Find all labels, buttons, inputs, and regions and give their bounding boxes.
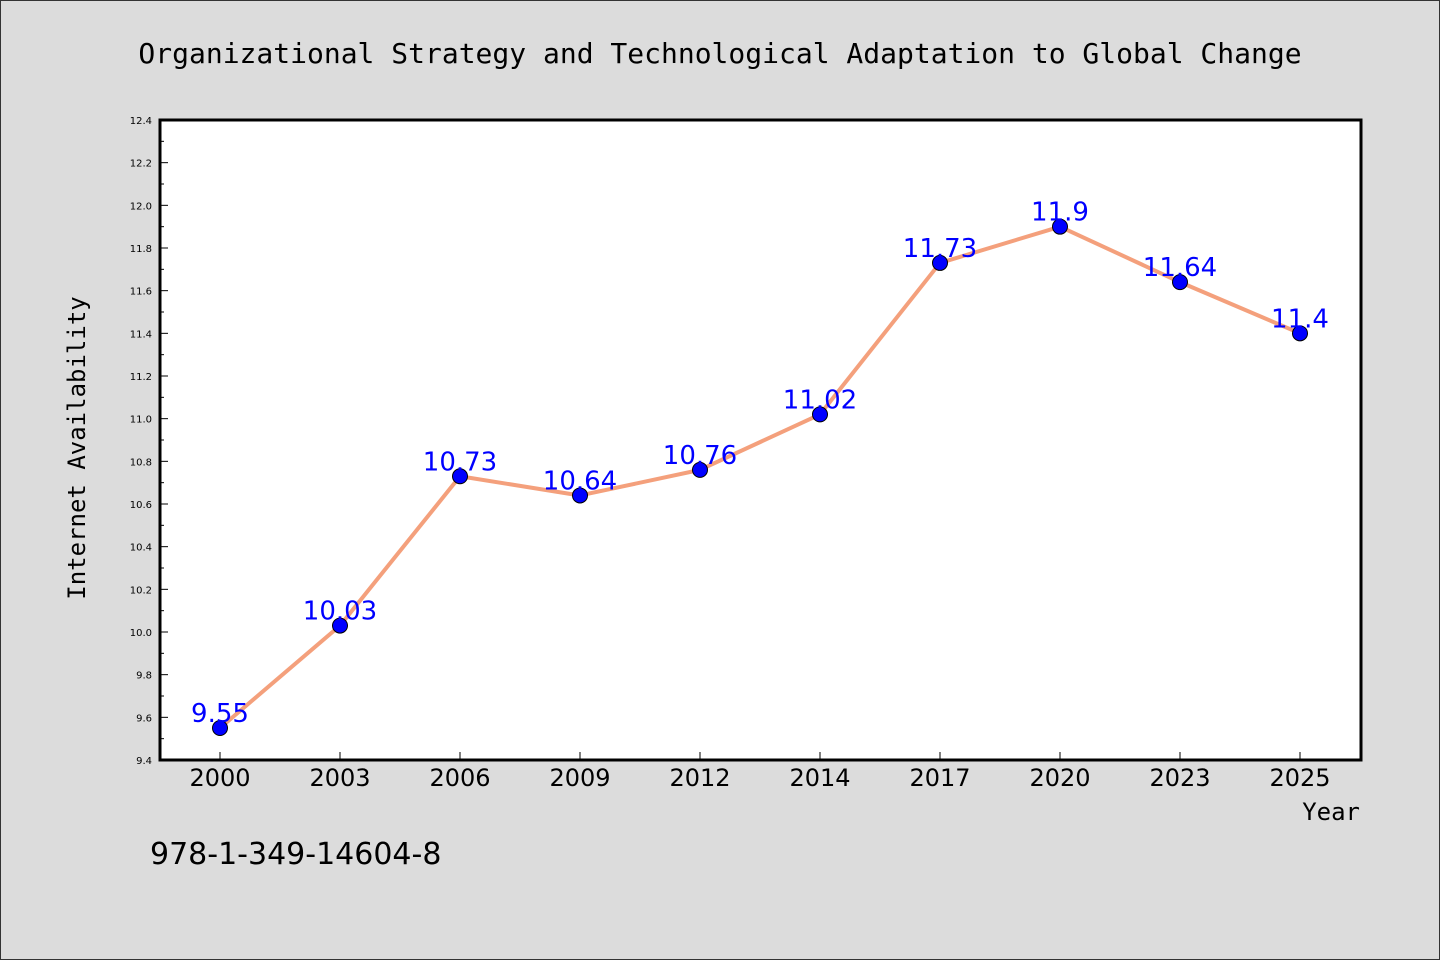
x-tick-label: 2003 bbox=[309, 764, 370, 792]
y-tick-label: 11.8 bbox=[130, 244, 152, 255]
x-tick-label: 2012 bbox=[669, 764, 730, 792]
data-label: 10.73 bbox=[423, 447, 497, 477]
data-label: 11.9 bbox=[1031, 198, 1089, 228]
data-label: 10.76 bbox=[663, 441, 737, 471]
data-point bbox=[692, 461, 708, 478]
y-axis: 9.4 9.6 9.8 10.0 10.2 10.4 10.6 10.8 11.0 11.2 11.… bbox=[130, 116, 168, 767]
chart-title: Organizational Strategy and Technologica… bbox=[138, 37, 1301, 70]
data-label: 9.55 bbox=[191, 699, 249, 729]
data-label: 11.64 bbox=[1143, 253, 1217, 283]
x-axis: 2000 2003 2006 2009 2012 2014 2017 2020 2023 2025 bbox=[189, 752, 1331, 792]
y-tick-label: 12.0 bbox=[130, 201, 152, 212]
footer-isbn: 978-1-349-14604-8 bbox=[150, 837, 441, 872]
x-tick-label: 2017 bbox=[909, 764, 970, 792]
data-point bbox=[812, 406, 828, 423]
series-markers bbox=[212, 218, 1308, 736]
x-tick-label: 2020 bbox=[1029, 764, 1090, 792]
data-label: 11.02 bbox=[783, 385, 857, 415]
x-tick-label: 2006 bbox=[429, 764, 490, 792]
x-tick-label: 2025 bbox=[1269, 764, 1330, 792]
y-tick-label: 11.0 bbox=[130, 415, 152, 426]
y-tick-label: 10.0 bbox=[130, 628, 152, 639]
y-tick-label: 10.6 bbox=[130, 500, 152, 511]
data-point bbox=[1292, 325, 1308, 342]
y-tick-label: 10.4 bbox=[130, 543, 152, 554]
y-axis-label: Internet Availability bbox=[63, 296, 91, 599]
data-point bbox=[932, 254, 948, 271]
x-tick-label: 2000 bbox=[189, 764, 250, 792]
y-tick-label: 12.2 bbox=[130, 159, 152, 170]
series-line bbox=[218, 224, 1301, 730]
y-tick-label: 12.4 bbox=[130, 116, 152, 127]
data-label: 10.64 bbox=[543, 466, 617, 496]
y-tick-label: 10.8 bbox=[130, 457, 152, 468]
x-axis-label: Year bbox=[1302, 798, 1360, 826]
y-tick-label: 9.6 bbox=[136, 713, 152, 724]
y-tick-label: 11.6 bbox=[130, 287, 152, 298]
y-tick-label: 11.4 bbox=[130, 329, 152, 340]
data-labels: 9.55 10.03 10.73 10.64 10.76 11.02 11.73 11.9 11… bbox=[191, 198, 1329, 729]
x-tick-label: 2009 bbox=[549, 764, 610, 792]
data-point bbox=[1172, 274, 1188, 291]
data-label: 11.4 bbox=[1271, 304, 1329, 334]
data-label: 10.03 bbox=[303, 597, 377, 627]
x-tick-label: 2014 bbox=[789, 764, 850, 792]
data-label: 11.73 bbox=[903, 234, 977, 264]
y-tick-label: 9.4 bbox=[136, 756, 152, 767]
data-point bbox=[212, 720, 228, 736]
data-point bbox=[572, 487, 588, 504]
x-tick-label: 2023 bbox=[1149, 764, 1210, 792]
y-tick-label: 11.2 bbox=[130, 372, 152, 383]
data-point bbox=[332, 617, 348, 634]
data-point bbox=[1052, 218, 1068, 235]
y-tick-label: 10.2 bbox=[130, 585, 152, 596]
y-tick-label: 9.8 bbox=[136, 671, 152, 682]
data-point bbox=[452, 468, 468, 485]
